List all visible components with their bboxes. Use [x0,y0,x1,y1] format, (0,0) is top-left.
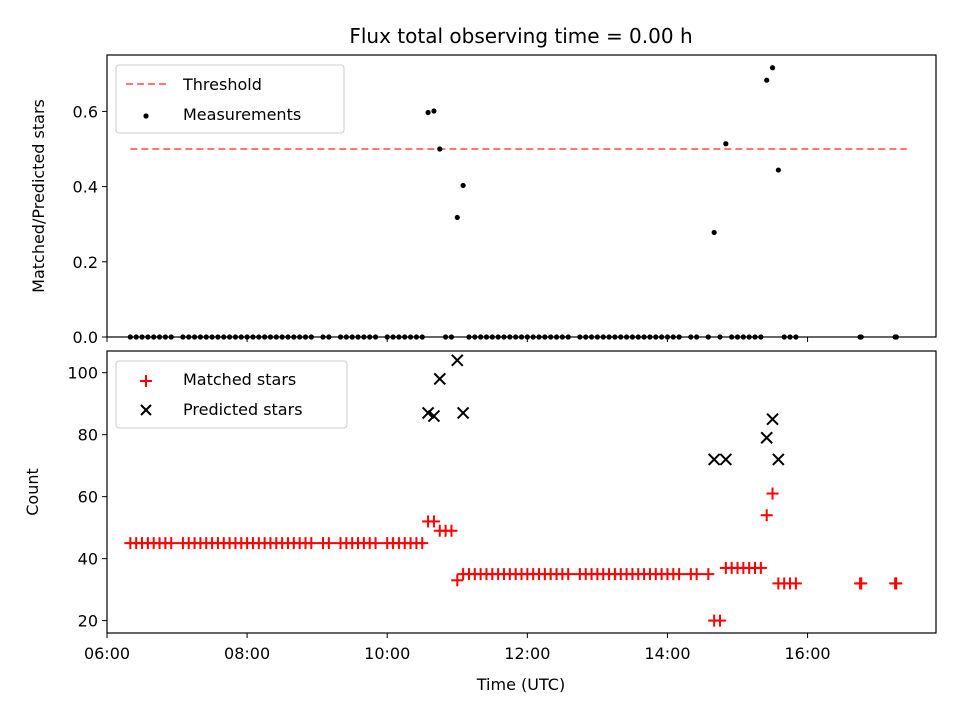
bottom-y-tick-label: 60 [78,488,98,507]
matched-stars-point [890,577,903,590]
top-axes-frame [106,54,937,338]
predicted-stars-point [760,431,773,444]
x-tick-label: 10:00 [364,644,410,663]
top-y-tick-label: 0.0 [73,328,98,347]
bottom-y-tick-label: 100 [67,364,98,383]
measurement-point [425,109,431,116]
x-tick-label: 16:00 [785,644,831,663]
top-y-tick-label: 0.6 [73,102,98,121]
predicted-stars-legend-swatch [140,404,152,416]
top-y-tick-label: 0.2 [73,253,98,272]
bottom-axes-frame [106,350,937,634]
matched-stars-point [562,568,575,581]
matched-stars-legend-label: Matched stars [183,370,296,389]
measurement-point [431,108,437,114]
matched-stars-point [754,561,767,574]
measurement-point [711,229,717,236]
bottom-plot-marks [124,354,903,627]
predicted-stars-point [427,409,441,423]
predicted-stars-point [707,453,721,466]
bottom-y-axis-label: Count [23,468,42,516]
predicted-stars-point [433,372,446,386]
predicted-stars-point [772,453,785,466]
matched-stars-legend-swatch [140,375,152,387]
measurement-point [437,146,443,152]
measurements-legend-swatch [143,113,149,119]
matched-stars-point [766,487,779,500]
matched-stars-point [451,574,464,587]
threshold-legend-label: Threshold [182,75,262,94]
matched-stars-point [305,537,318,550]
matched-stars-point [416,537,429,550]
bottom-ticks: 20 40 60 80 100 06:00 08:00 10:00 12:00 14:00 16:0… [67,364,830,663]
measurements-legend-label: Measurements [183,105,301,124]
predicted-stars-point [766,412,779,426]
bottom-legend-frame [115,360,348,429]
top-ticks: 0.0 0.2 0.4 0.6 [73,102,809,347]
matched-stars-point [713,614,726,627]
matched-stars-point [690,568,703,581]
x-tick-label: 12:00 [504,644,550,663]
measurement-point [460,182,466,189]
matched-stars-point [760,509,773,522]
x-tick-label: 14:00 [644,644,690,663]
measurement-point [769,65,776,71]
measurement-point [775,167,781,173]
top-axes: 0.0 0.2 0.4 0.6 Matched/Predicted stars Thr… [29,54,937,347]
bottom-y-tick-label: 80 [78,426,98,445]
matched-stars-point [369,537,382,550]
matched-stars-point [322,537,335,550]
bottom-y-tick-label: 40 [78,550,98,569]
x-tick-label: 06:00 [84,644,130,663]
matched-stars-point [855,577,868,590]
x-axis-label: Time (UTC) [476,675,565,694]
matched-stars-point [789,577,802,590]
bottom-y-tick-label: 20 [78,612,98,631]
measurement-point [454,214,460,221]
matched-stars-point [445,524,458,537]
matched-stars-point [673,568,686,581]
top-legend-frame [115,64,345,134]
predicted-stars-point [451,354,464,367]
matched-stars-point [165,537,178,550]
top-legend: Threshold Measurements [115,64,345,134]
bottom-legend: Matched stars Predicted stars [115,360,348,429]
chart-title: Flux total observing time = 0.00 h [349,24,692,48]
matched-stars-point [427,515,440,528]
x-tick-label: 08:00 [224,644,270,663]
bottom-axes: 20 40 60 80 100 06:00 08:00 10:00 12:00 14:00 16:0… [23,350,937,694]
top-y-tick-label: 0.4 [73,178,98,197]
top-y-axis-label: Matched/Predicted stars [29,99,48,293]
predicted-stars-point [421,406,435,420]
measurement-point [723,141,729,147]
matched-stars-point [702,568,715,581]
predicted-stars-legend-label: Predicted stars [183,400,303,419]
predicted-stars-point [719,453,733,466]
measurement-point [764,77,770,83]
predicted-stars-point [456,406,470,420]
